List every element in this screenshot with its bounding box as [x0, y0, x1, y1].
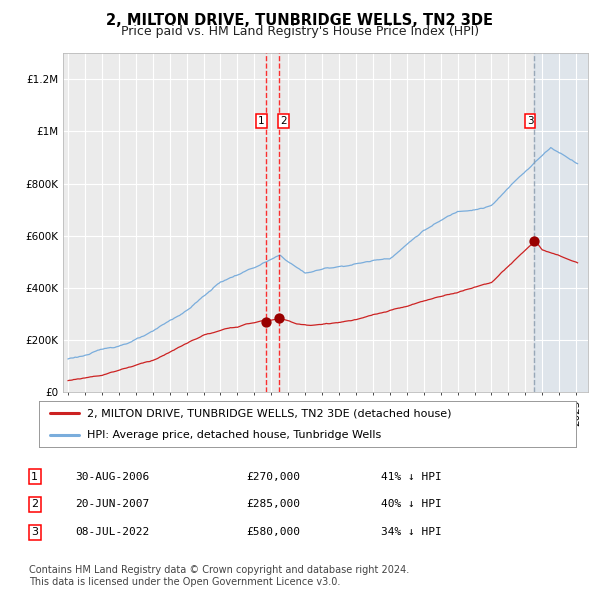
Text: 2, MILTON DRIVE, TUNBRIDGE WELLS, TN2 3DE (detached house): 2, MILTON DRIVE, TUNBRIDGE WELLS, TN2 3D… [88, 408, 452, 418]
Point [274, 313, 284, 323]
Text: 30-AUG-2006: 30-AUG-2006 [75, 472, 149, 481]
Text: 20-JUN-2007: 20-JUN-2007 [75, 500, 149, 509]
Text: 40% ↓ HPI: 40% ↓ HPI [381, 500, 442, 509]
Text: 34% ↓ HPI: 34% ↓ HPI [381, 527, 442, 537]
Text: 3: 3 [527, 116, 533, 126]
Bar [534, 53, 593, 392]
Text: £580,000: £580,000 [246, 527, 300, 537]
Text: 2, MILTON DRIVE, TUNBRIDGE WELLS, TN2 3DE: 2, MILTON DRIVE, TUNBRIDGE WELLS, TN2 3D… [107, 13, 493, 28]
Text: 1: 1 [31, 472, 38, 481]
Text: Contains HM Land Registry data © Crown copyright and database right 2024.
This d: Contains HM Land Registry data © Crown c… [29, 565, 409, 587]
Text: 2: 2 [280, 116, 287, 126]
Text: £285,000: £285,000 [246, 500, 300, 509]
Text: 3: 3 [31, 527, 38, 537]
Text: 08-JUL-2022: 08-JUL-2022 [75, 527, 149, 537]
Bar [534, 53, 593, 392]
Text: 2: 2 [31, 500, 38, 509]
Point [529, 236, 539, 245]
Text: £270,000: £270,000 [246, 472, 300, 481]
Text: 41% ↓ HPI: 41% ↓ HPI [381, 472, 442, 481]
Point [261, 317, 271, 327]
Text: HPI: Average price, detached house, Tunbridge Wells: HPI: Average price, detached house, Tunb… [88, 430, 382, 440]
Text: Price paid vs. HM Land Registry's House Price Index (HPI): Price paid vs. HM Land Registry's House … [121, 25, 479, 38]
Text: 1: 1 [258, 116, 265, 126]
